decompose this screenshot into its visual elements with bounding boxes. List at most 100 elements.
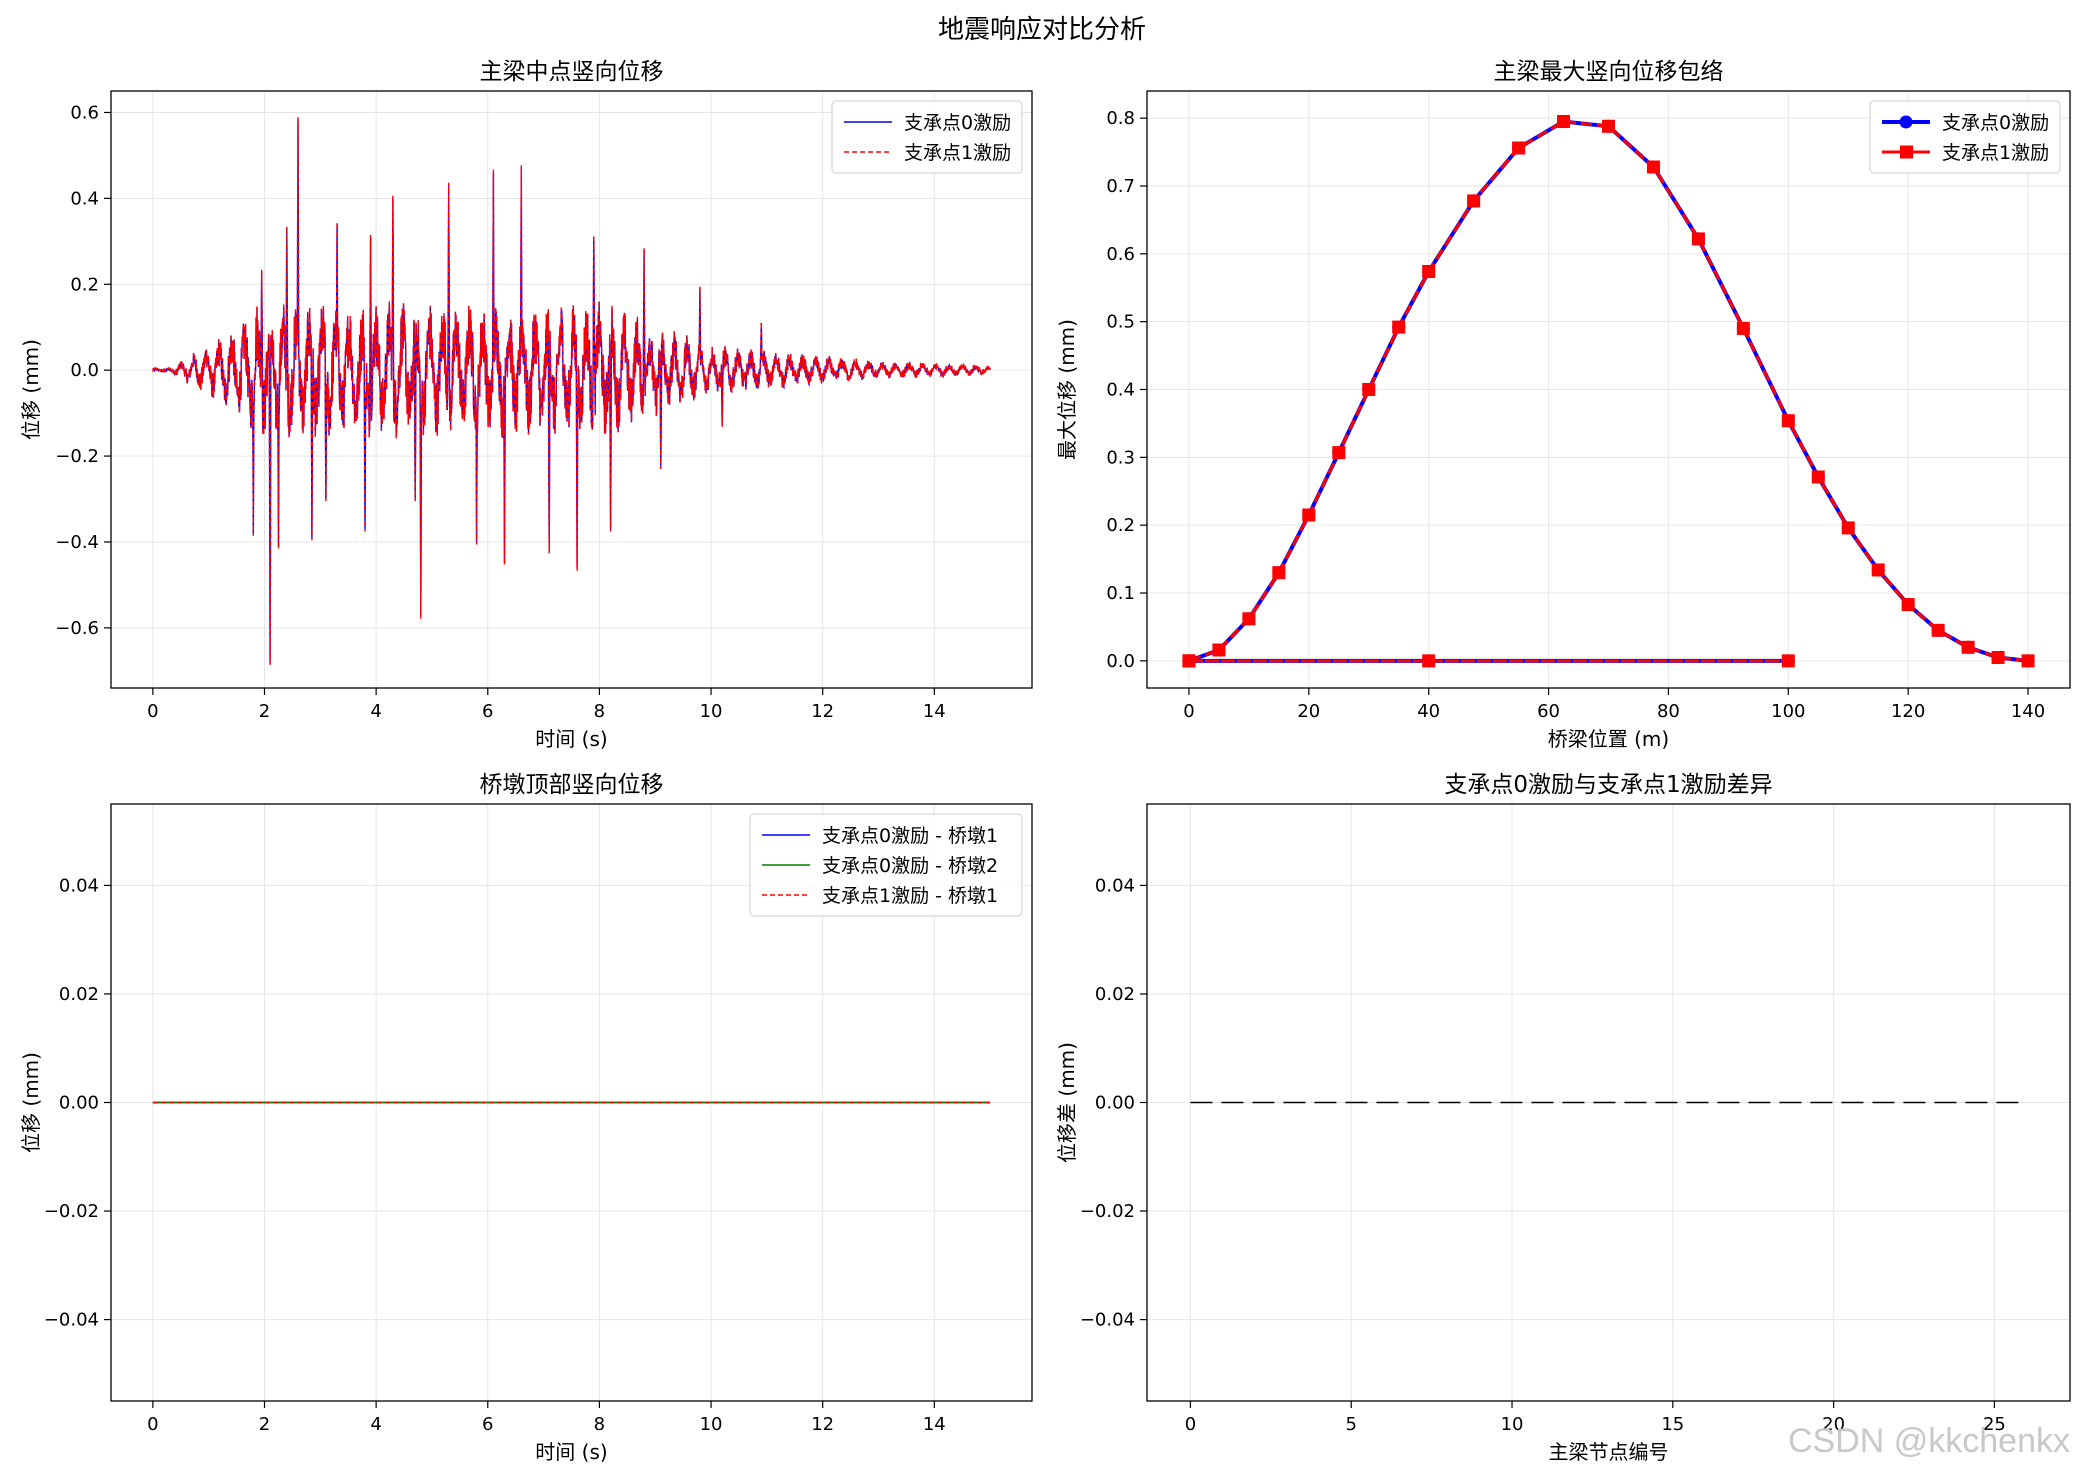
- data-point-excitation-1: [2021, 654, 2035, 668]
- x-tick-label: 40: [1417, 701, 1440, 722]
- y-tick-label: −0.2: [55, 446, 99, 467]
- x-tick-label: 8: [594, 1414, 605, 1435]
- y-axis-label: 位移差 (mm): [1055, 1042, 1079, 1163]
- x-tick-label: 120: [1891, 701, 1925, 722]
- x-tick-label: 2: [259, 701, 270, 722]
- x-tick-label: 10: [1501, 1414, 1524, 1435]
- x-tick-label: 15: [1661, 1414, 1684, 1435]
- y-tick-label: −0.04: [44, 1310, 99, 1331]
- plot-area: [1182, 115, 2035, 668]
- legend-label: 支承点1激励 - 桥墩1: [822, 885, 998, 907]
- x-tick-label: 80: [1657, 701, 1680, 722]
- y-tick-label: 0.1: [1106, 583, 1135, 604]
- data-point-excitation-1: [1242, 612, 1256, 626]
- data-point-excitation-1: [1991, 650, 2005, 664]
- x-axis-label: 时间 (s): [535, 727, 607, 751]
- y-tick-label: 0.0: [1106, 651, 1135, 672]
- data-point-excitation-1: [1736, 321, 1750, 335]
- chart-title: 主梁中点竖向位移: [480, 59, 664, 85]
- y-tick-label: 0.04: [1095, 875, 1135, 896]
- series-line-excitation-1: [1188, 119, 2029, 663]
- y-tick-label: 0.6: [1106, 244, 1135, 265]
- x-tick-label: 8: [594, 701, 605, 722]
- plot-frame: [110, 803, 1033, 1402]
- chart-max-displacement-envelope: 0 20 40 60 80 100 120 140 0.0 0.1 0.2 0.3 0.4 0.5 0.6 0…: [1055, 59, 2071, 751]
- legend-label: 支承点0激励 - 桥墩2: [822, 855, 998, 877]
- plot-frame: [110, 90, 1033, 689]
- y-tick-label: 0.6: [70, 102, 99, 123]
- data-point-excitation-1: [1362, 383, 1376, 396]
- data-point-excitation-1: [1422, 264, 1436, 278]
- x-tick-label: 6: [482, 1414, 493, 1435]
- data-point-excitation-1: [1781, 414, 1795, 428]
- legend-box: [749, 813, 1023, 917]
- x-tick-label: 20: [1822, 1414, 1845, 1435]
- x-tick-label: 20: [1297, 701, 1320, 722]
- chart-title: 桥墩顶部竖向位移: [480, 772, 664, 798]
- y-tick-label: 0.02: [1095, 984, 1135, 1005]
- x-tick-label: 60: [1537, 701, 1560, 722]
- plot-frame: [1146, 90, 2071, 689]
- data-point-excitation-1: [1332, 446, 1346, 460]
- data-point-excitation-1: [1557, 115, 1571, 129]
- x-tick-label: 5: [1345, 1414, 1356, 1435]
- data-point-excitation-1: [1811, 470, 1825, 484]
- legend-label: 支承点1激励: [1942, 142, 2049, 164]
- legend-label: 支承点1激励: [904, 142, 1011, 164]
- x-tick-label: 0: [1185, 1414, 1196, 1435]
- x-tick-label: 25: [1983, 1414, 2006, 1435]
- y-tick-label: 0.3: [1106, 447, 1135, 468]
- x-tick-label: 12: [811, 1414, 834, 1435]
- x-tick-label: 0: [1183, 701, 1194, 722]
- y-tick-label: 0.00: [1095, 1093, 1135, 1114]
- legend-box: [831, 100, 1023, 174]
- y-tick-label: 0.4: [1106, 380, 1135, 401]
- y-axis-label: 位移 (mm): [19, 339, 43, 440]
- x-tick-label: 4: [370, 701, 381, 722]
- data-point-excitation-1: [1512, 141, 1526, 155]
- x-axis-label: 主梁节点编号: [1549, 1440, 1669, 1464]
- y-tick-label: −0.6: [55, 618, 99, 639]
- data-point-excitation-1: [1602, 119, 1615, 133]
- data-point-excitation-1: [1961, 640, 1975, 654]
- x-tick-label: 10: [700, 1414, 723, 1435]
- data-point-excitation-1: [1467, 194, 1481, 208]
- y-tick-label: −0.04: [1080, 1310, 1135, 1331]
- legend-marker: [1900, 145, 1913, 159]
- x-tick-label: 140: [2011, 701, 2045, 722]
- watermark: CSDN @kkchenkx: [1788, 1422, 2070, 1460]
- chart-title: 主梁最大竖向位移包络: [1494, 59, 1724, 85]
- x-tick-label: 6: [482, 701, 493, 722]
- plot-area: [152, 117, 991, 665]
- y-tick-label: 0.00: [59, 1093, 99, 1114]
- y-tick-label: 0.5: [1106, 312, 1135, 333]
- y-tick-label: 0.7: [1106, 176, 1135, 197]
- data-point-excitation-1: [1691, 232, 1705, 246]
- figure-title: 地震响应对比分析: [938, 15, 1146, 45]
- x-tick-label: 4: [370, 1414, 381, 1435]
- legend-label: 支承点0激励: [904, 112, 1011, 134]
- data-point-excitation-1: [1272, 566, 1286, 580]
- chart-title: 支承点0激励与支承点1激励差异: [1444, 772, 1772, 798]
- chart-midspan-displacement: 0 2 4 6 8 10 12 14 −0.6 −0.4 −0.2 0.0 0.2 0.4 0.6 主梁中点竖…: [19, 59, 1033, 751]
- y-tick-label: 0.4: [70, 188, 99, 209]
- y-axis-label: 最大位移 (mm): [1055, 319, 1079, 460]
- legend-label: 支承点0激励: [1942, 112, 2049, 134]
- x-tick-label: 100: [1771, 701, 1805, 722]
- x-tick-label: 0: [147, 701, 158, 722]
- y-tick-label: 0.2: [1106, 515, 1135, 536]
- y-tick-label: −0.4: [55, 532, 99, 553]
- data-point-excitation-1: [1901, 598, 1915, 612]
- series-line-excitation-1: [152, 117, 991, 665]
- data-point-excitation-1: [1781, 654, 1795, 668]
- chart-excitation-difference: 0 5 10 15 20 25 −0.04 −0.02 0.00 0.02 0.04 支承点0激励与支…: [1055, 772, 2071, 1464]
- y-tick-label: 0.04: [59, 875, 99, 896]
- y-axis-label: 位移 (mm): [19, 1052, 43, 1153]
- y-tick-label: 0.02: [59, 984, 99, 1005]
- x-tick-label: 0: [147, 1414, 158, 1435]
- x-tick-label: 14: [923, 1414, 946, 1435]
- data-point-excitation-1: [1212, 643, 1226, 657]
- x-tick-label: 10: [700, 701, 723, 722]
- data-point-excitation-1: [1302, 508, 1316, 522]
